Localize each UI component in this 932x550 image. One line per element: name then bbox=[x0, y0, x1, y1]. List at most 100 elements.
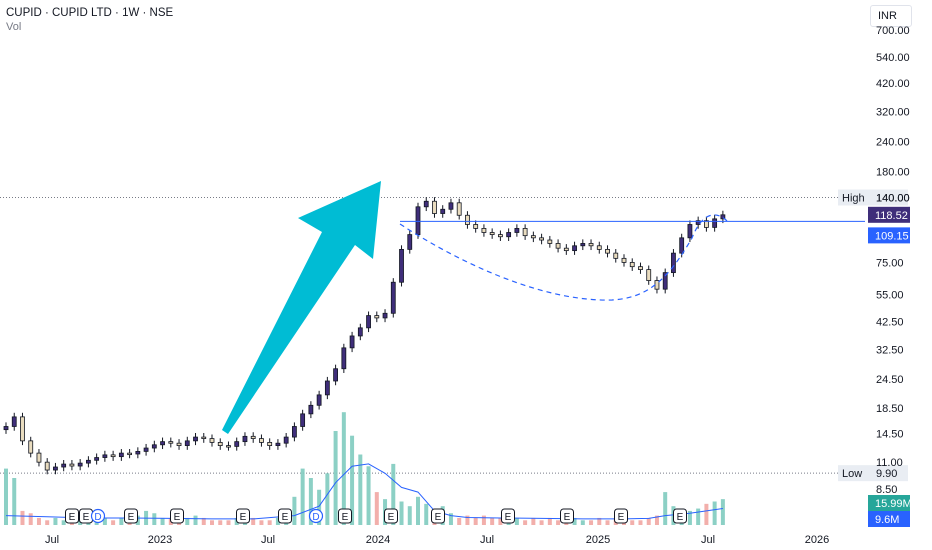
price-axis-label: 240.00 bbox=[876, 136, 910, 148]
volume-ma-line bbox=[5, 463, 723, 520]
candle bbox=[3, 426, 9, 431]
volume-bar bbox=[457, 517, 462, 525]
svg-text:D: D bbox=[312, 512, 319, 523]
price-axis-label: 24.50 bbox=[876, 374, 904, 386]
earnings-marker[interactable]: E bbox=[338, 508, 352, 524]
trend-arrow bbox=[222, 181, 381, 434]
earnings-marker[interactable]: E bbox=[384, 508, 398, 524]
earnings-marker[interactable]: E bbox=[501, 508, 515, 524]
volume-bar bbox=[325, 473, 330, 525]
volume-ma-label-tag bbox=[868, 511, 910, 527]
dividend-marker[interactable]: D bbox=[90, 508, 106, 524]
volume-bar bbox=[292, 496, 297, 525]
level-price-label: 109.15 bbox=[875, 230, 909, 242]
earnings-marker[interactable]: E bbox=[614, 508, 628, 524]
candle bbox=[135, 450, 141, 455]
volume-bar bbox=[317, 489, 322, 525]
candle bbox=[432, 200, 437, 214]
low-tag bbox=[838, 465, 908, 482]
earnings-marker[interactable]: E bbox=[673, 508, 687, 524]
volume-bar bbox=[12, 478, 17, 525]
earnings-marker[interactable]: E bbox=[65, 508, 79, 524]
candle bbox=[53, 466, 58, 471]
candle bbox=[275, 442, 281, 446]
volume-bar bbox=[696, 508, 701, 525]
earnings-marker[interactable]: E bbox=[79, 508, 93, 524]
volume-bar bbox=[53, 517, 58, 525]
volume-bar bbox=[275, 517, 280, 525]
candle bbox=[357, 327, 363, 337]
volume-bar bbox=[185, 517, 190, 525]
candle bbox=[341, 347, 347, 370]
svg-text:E: E bbox=[435, 512, 442, 523]
candle bbox=[465, 214, 470, 225]
volume-bar bbox=[572, 517, 577, 525]
volume-bar bbox=[473, 517, 478, 525]
volume-ma-label: 9.6M bbox=[875, 514, 899, 526]
candle bbox=[28, 440, 34, 454]
price-axis-label: 140.00 bbox=[876, 192, 910, 204]
candle bbox=[36, 452, 42, 463]
volume-bar bbox=[514, 517, 519, 525]
earnings-marker[interactable]: E bbox=[560, 508, 574, 524]
volume-bar bbox=[61, 520, 66, 525]
price-axis-label: 11.00 bbox=[876, 457, 903, 469]
candle bbox=[497, 234, 503, 238]
earnings-marker[interactable]: E bbox=[431, 508, 445, 524]
svg-text:E: E bbox=[388, 512, 395, 523]
volume-bar bbox=[424, 503, 429, 525]
candle bbox=[596, 245, 602, 250]
volume-bar bbox=[36, 517, 41, 525]
volume-bar bbox=[580, 520, 585, 525]
candle bbox=[324, 380, 330, 396]
candle bbox=[44, 461, 50, 471]
svg-text:E: E bbox=[505, 512, 512, 523]
candle bbox=[399, 248, 404, 283]
currency-selector[interactable]: INR bbox=[870, 5, 912, 27]
candle bbox=[11, 416, 17, 427]
candle bbox=[522, 228, 528, 237]
candle bbox=[646, 269, 652, 281]
svg-text:E: E bbox=[174, 512, 181, 523]
volume-bar bbox=[646, 517, 651, 525]
volume-bar bbox=[267, 520, 272, 525]
volume-bar bbox=[201, 517, 206, 525]
volume-bar bbox=[341, 412, 346, 525]
candle bbox=[440, 208, 446, 214]
volume-bar bbox=[300, 468, 305, 525]
volume-bar bbox=[597, 517, 602, 525]
candle bbox=[555, 243, 561, 249]
volume-bar bbox=[720, 499, 725, 525]
candle bbox=[456, 202, 462, 216]
candle bbox=[201, 436, 207, 439]
high-label: High bbox=[842, 192, 865, 204]
candle bbox=[382, 312, 388, 319]
candle bbox=[193, 436, 198, 442]
dividend-marker[interactable]: D bbox=[308, 508, 324, 524]
volume-bar bbox=[111, 520, 116, 525]
earnings-marker[interactable]: E bbox=[170, 508, 184, 524]
volume-bar bbox=[391, 463, 396, 525]
candle bbox=[209, 438, 215, 443]
candle bbox=[506, 232, 512, 238]
volume-bar bbox=[531, 517, 536, 525]
volume-bar bbox=[333, 431, 338, 525]
volume-bar bbox=[366, 466, 371, 525]
time-axis-label: 2023 bbox=[148, 534, 172, 546]
candle bbox=[226, 445, 231, 448]
earnings-marker[interactable]: E bbox=[236, 508, 250, 524]
candle bbox=[704, 220, 709, 228]
candle bbox=[333, 368, 339, 382]
cup-curve bbox=[399, 214, 729, 301]
volume-bar bbox=[119, 517, 124, 525]
earnings-marker[interactable]: E bbox=[124, 508, 138, 524]
candle bbox=[530, 235, 536, 239]
volume-bar bbox=[308, 478, 313, 525]
candle bbox=[407, 234, 413, 250]
price-axis-label: 540.00 bbox=[876, 52, 910, 64]
earnings-marker[interactable]: E bbox=[278, 508, 292, 524]
candle bbox=[547, 239, 553, 244]
volume-bar bbox=[152, 513, 157, 525]
volume-bar bbox=[498, 517, 503, 525]
